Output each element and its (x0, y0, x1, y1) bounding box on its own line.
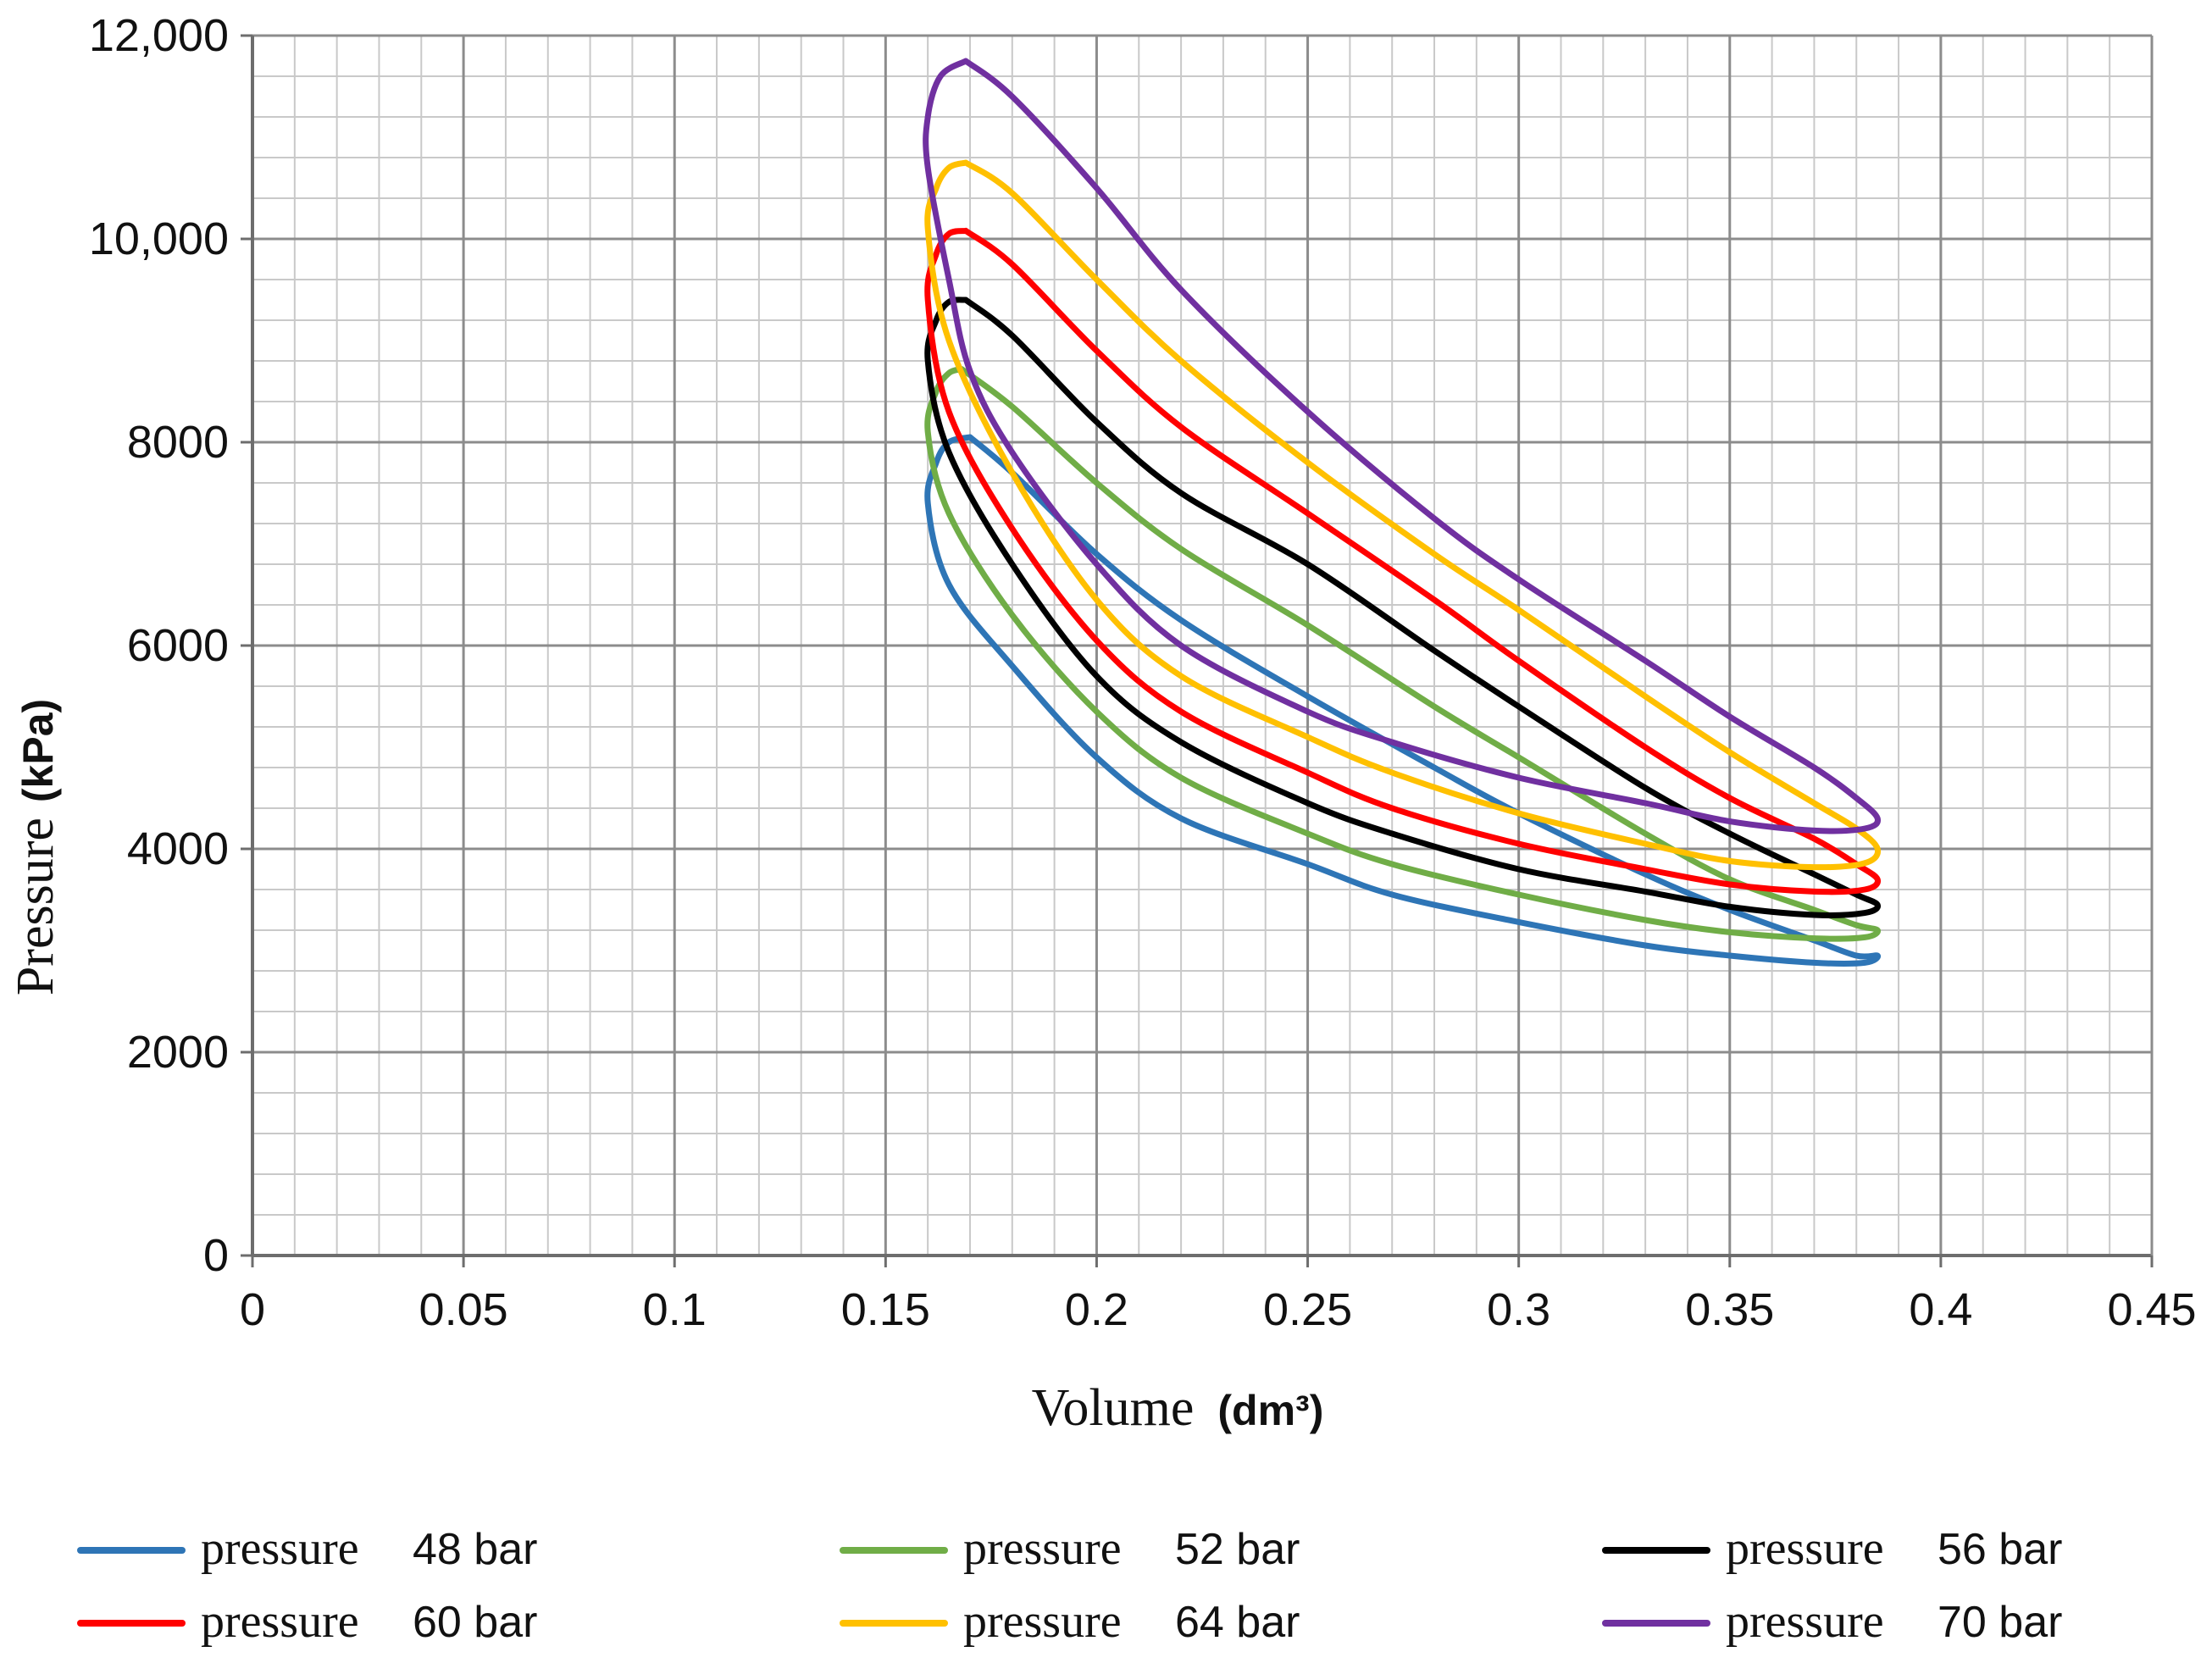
x-tick-label: 0.15 (841, 1284, 930, 1335)
series-line-64-bar (924, 159, 1882, 871)
x-axis-title: Volume (dm³) (1032, 1379, 1324, 1437)
x-tick-label: 0.45 (2107, 1284, 2196, 1335)
y-tick-label: 2000 (127, 1027, 229, 1078)
legend-label-suffix: 70 bar (1938, 1598, 2062, 1647)
legend-label-prefix: pressure (201, 1522, 359, 1575)
legend-label-prefix: pressure (1726, 1595, 1884, 1648)
legend-label-suffix: 64 bar (1175, 1598, 1300, 1647)
legend-label-suffix: 48 bar (413, 1525, 537, 1574)
series-line-48-bar (924, 434, 1882, 967)
x-tick-labels: 0 0.05 0.1 0.15 0.2 0.25 0.3 0.35 0.4 0.45 (240, 1284, 2197, 1335)
x-axis-title-text: Volume (1032, 1379, 1195, 1437)
x-tick-label: 0.35 (1685, 1284, 1774, 1335)
y-tick-label: 10,000 (89, 213, 229, 264)
legend: pressure 48 bar pressure 52 bar pressure 56 b… (77, 1522, 2062, 1648)
y-tick-labels: 0 2000 4000 6000 8000 10,000 12,000 (89, 10, 229, 1281)
y-axis-title-unit: (kPa) (14, 699, 62, 802)
legend-label-prefix: pressure (201, 1595, 359, 1648)
x-tick-label: 0.2 (1065, 1284, 1128, 1335)
series-line-56-bar (924, 297, 1881, 918)
legend-label-suffix: 60 bar (413, 1598, 537, 1647)
x-tick-label: 0.1 (643, 1284, 707, 1335)
y-tick-label: 0 (203, 1230, 229, 1281)
y-tick-label: 6000 (127, 620, 229, 671)
axes (241, 34, 2154, 1267)
x-tick-label: 0.25 (1263, 1284, 1352, 1335)
legend-label-suffix: 56 bar (1938, 1525, 2062, 1574)
y-axis-title-text: Pressure (7, 818, 64, 995)
legend-label-suffix: 52 bar (1175, 1525, 1300, 1574)
series-line-70-bar (923, 58, 1882, 834)
series-line-60-bar (924, 227, 1881, 895)
legend-label-prefix: pressure (963, 1522, 1122, 1575)
x-axis-title-unit: (dm³) (1217, 1387, 1323, 1434)
legend-label-prefix: pressure (1726, 1522, 1884, 1575)
series-layer (923, 58, 1882, 967)
y-tick-label: 12,000 (89, 10, 229, 61)
x-tick-label: 0.05 (419, 1284, 508, 1335)
series-line-52-bar (924, 366, 1881, 942)
y-axis-title: Pressure (kPa) (7, 699, 64, 995)
y-tick-label: 8000 (127, 417, 229, 468)
x-tick-label: 0 (240, 1284, 265, 1335)
grid-major (251, 34, 2154, 1257)
legend-label-prefix: pressure (963, 1595, 1122, 1648)
x-tick-label: 0.4 (1909, 1284, 1972, 1335)
x-tick-label: 0.3 (1487, 1284, 1550, 1335)
y-tick-label: 4000 (127, 823, 229, 874)
